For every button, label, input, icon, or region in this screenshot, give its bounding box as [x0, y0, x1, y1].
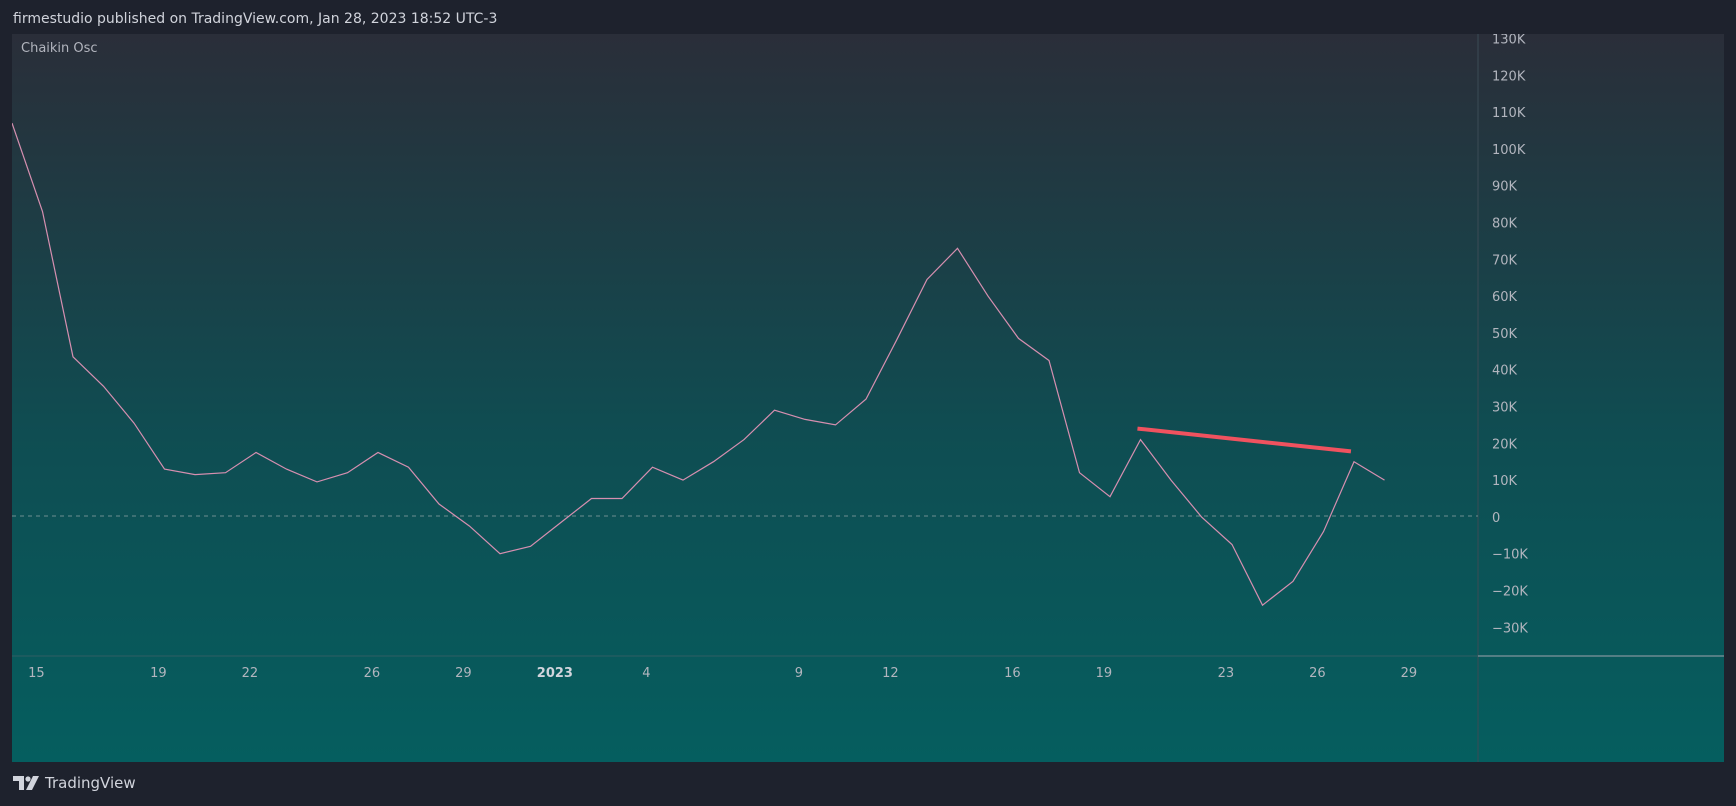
chaikin-osc-line: [12, 122, 1385, 607]
x-axis-ticks: 15 19 22 26 29 2023 4 9 12 16 19 23 26 29: [28, 666, 1417, 681]
y-tick-label: 80K: [1492, 217, 1518, 232]
y-axis-ticks: 130K 120K 110K 100K 90K 80K 70K 60K 50K 40K 30K 20K…: [1492, 34, 1528, 636]
x-tick-label: 19: [150, 666, 167, 681]
brand-label: TradingView: [45, 774, 136, 792]
tradingview-logo-icon: [13, 776, 39, 790]
drawings[interactable]: [1137, 426, 1352, 454]
x-tick-label: 23: [1218, 666, 1235, 681]
publish-info: firmestudio published on TradingView.com…: [13, 11, 498, 27]
y-tick-label: −30K: [1492, 621, 1528, 636]
y-tick-label: 60K: [1492, 290, 1518, 305]
x-tick-label: 26: [364, 666, 381, 681]
x-tick-label: 12: [882, 666, 899, 681]
y-tick-label: 20K: [1492, 437, 1518, 452]
x-tick-label: 26: [1309, 666, 1326, 681]
y-tick-label: 0: [1492, 511, 1500, 526]
x-tick-label: 4: [642, 666, 650, 681]
y-tick-label: −20K: [1492, 585, 1528, 600]
y-tick-label: 110K: [1492, 106, 1526, 121]
x-tick-label: 2023: [537, 666, 573, 681]
x-tick-label: 19: [1096, 666, 1113, 681]
x-tick-label: 15: [28, 666, 45, 681]
y-tick-label: 100K: [1492, 143, 1526, 158]
y-tick-label: 90K: [1492, 180, 1518, 195]
y-tick-label: 120K: [1492, 69, 1526, 84]
chaikin-osc-chart[interactable]: Chaikin Osc 130K 120K 110K 100K 90K 80K 70K 60K…: [12, 34, 1724, 762]
x-tick-label: 16: [1004, 666, 1021, 681]
y-tick-label: 30K: [1492, 401, 1518, 416]
indicator-title: Chaikin Osc: [21, 41, 98, 56]
y-tick-label: −10K: [1492, 548, 1528, 563]
x-tick-label: 29: [455, 666, 472, 681]
x-tick-label: 9: [795, 666, 803, 681]
plot-background: [12, 34, 1724, 762]
y-tick-label: 130K: [1492, 34, 1526, 48]
tradingview-brand[interactable]: TradingView: [13, 774, 136, 792]
x-tick-label: 29: [1401, 666, 1418, 681]
y-tick-label: 70K: [1492, 253, 1518, 268]
trendline-drawing[interactable]: [1137, 426, 1352, 454]
y-tick-label: 40K: [1492, 364, 1518, 379]
x-tick-label: 22: [242, 666, 259, 681]
y-tick-label: 10K: [1492, 474, 1518, 489]
y-tick-label: 50K: [1492, 327, 1518, 342]
